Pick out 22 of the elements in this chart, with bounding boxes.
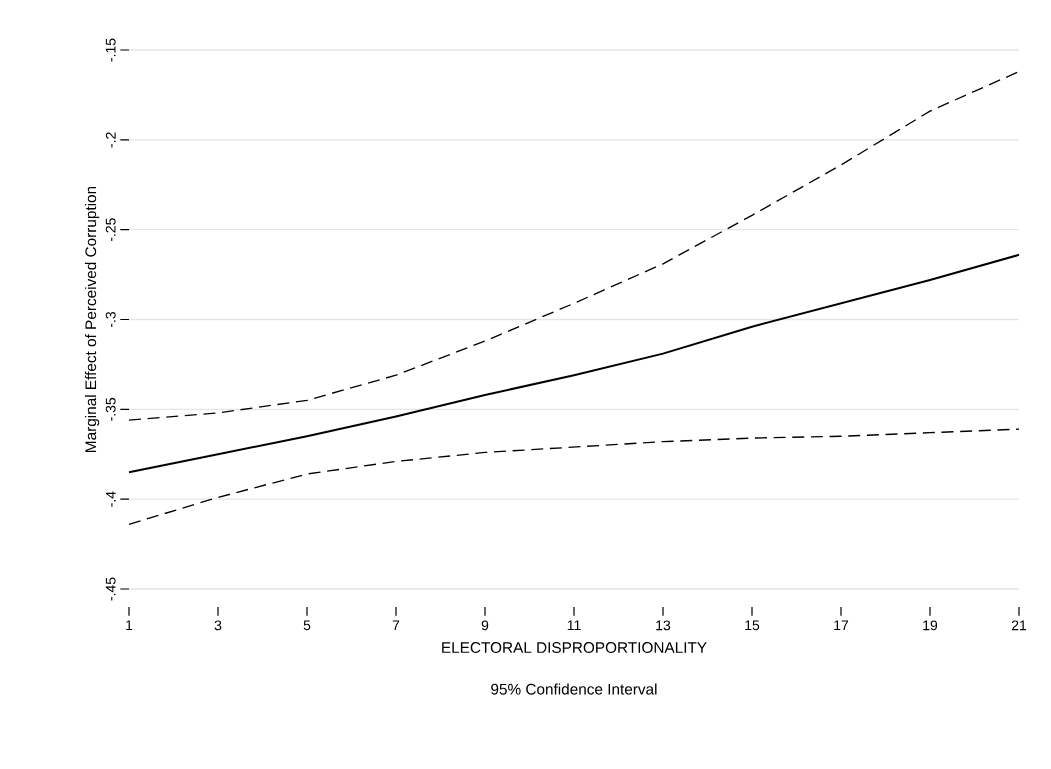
line-series xyxy=(128,70,1020,421)
x-axis-title: ELECTORAL DISPROPORTIONALITY xyxy=(442,642,707,653)
x-tick-label: 1 xyxy=(126,620,133,631)
text: 95% Confidence Interval xyxy=(491,683,657,695)
x-tick-label: 15 xyxy=(745,620,760,631)
x-tick-label: 7 xyxy=(392,620,400,631)
x-tick-label: 9 xyxy=(481,620,489,631)
y-tick-label: -.25 xyxy=(105,218,116,242)
y-tick-label: -.15 xyxy=(105,38,116,62)
x-tick-label: 3 xyxy=(214,620,222,631)
y-tick-label: -.4 xyxy=(106,491,116,507)
x-tick-label: 5 xyxy=(303,620,311,631)
x-tick-label: 17 xyxy=(834,620,849,631)
y-tick-label: -.45 xyxy=(105,577,116,601)
y-tick-label: -.35 xyxy=(105,397,116,421)
x-tick-label: 13 xyxy=(656,620,671,631)
y-tick-label: -.3 xyxy=(105,311,116,328)
x-tick-label: 19 xyxy=(923,620,938,631)
x-tick-label: 21 xyxy=(1011,620,1027,631)
x-tick-label: 11 xyxy=(567,620,581,631)
y-tick-label: -.2 xyxy=(105,132,116,148)
y-axis-title: Marginal Effect of Perceived Corruption xyxy=(84,186,100,452)
